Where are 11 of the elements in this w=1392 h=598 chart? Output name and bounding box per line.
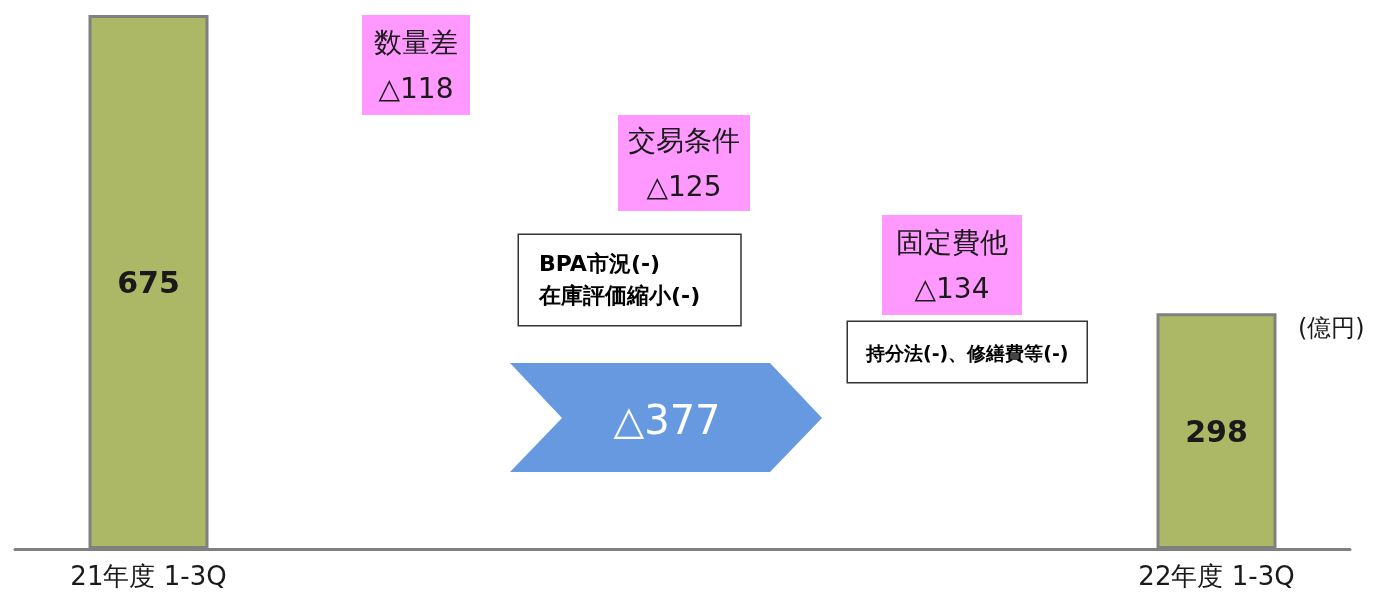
data-label: 675: [117, 264, 180, 300]
annotation: 数量差 △118: [374, 25, 458, 105]
annotation: 持分法(-)、修繕費等(-): [865, 342, 1069, 364]
annotation: △377: [613, 397, 721, 443]
annotation: (億円): [1298, 314, 1365, 342]
annotation: BPA市況(-) 在庫評価縮小(-): [538, 250, 701, 308]
x-tick-label: 21年度 1-3Q: [70, 561, 227, 591]
data-label: 298: [1185, 413, 1248, 449]
annotation: 交易条件 △125: [628, 123, 740, 203]
annotation: 固定費他 △134: [896, 225, 1008, 305]
x-tick-label: 22年度 1-3Q: [1138, 561, 1295, 591]
